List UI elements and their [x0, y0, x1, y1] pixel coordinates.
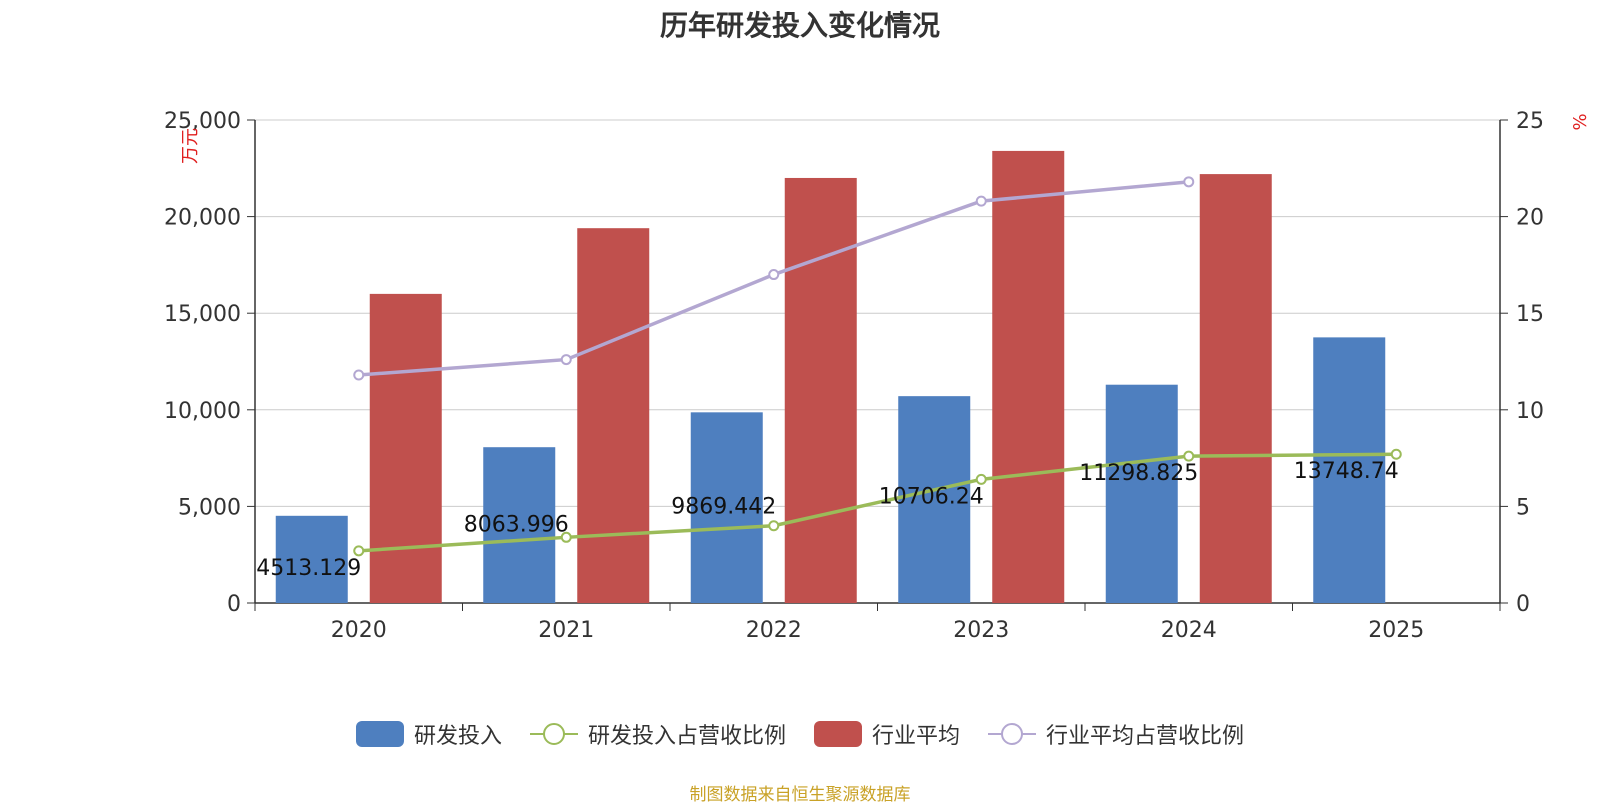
source-note: 制图数据来自恒生聚源数据库	[689, 785, 911, 805]
data-label-rd-investment: 9869.442	[671, 495, 776, 520]
point-rd-ratio	[1183, 450, 1195, 462]
point-industry-ratio	[1183, 176, 1195, 188]
x-tick-label: 2022	[746, 618, 802, 643]
legend-label-rd-ratio: 研发投入占营收比例	[587, 724, 786, 749]
y-left-tick-label: 10,000	[164, 399, 241, 424]
point-rd-ratio	[353, 545, 365, 557]
x-tick-label: 2021	[538, 618, 594, 643]
legend-item-industry-ratio[interactable]: 行业平均占营收比例	[988, 718, 1244, 750]
legend-item-rd-ratio[interactable]: 研发投入占营收比例	[529, 718, 786, 750]
y-right-tick-label: 25	[1516, 109, 1544, 134]
y-left-tick-label: 15,000	[164, 302, 241, 327]
point-rd-ratio	[1390, 448, 1402, 460]
y-right-tick-label: 15	[1516, 302, 1544, 327]
point-rd-ratio	[768, 520, 780, 532]
y-left-tick-label: 20,000	[164, 206, 241, 231]
legend: 研发投入 研发投入占营收比例 行业平均 行业平均占营收比例	[0, 718, 1600, 750]
data-label-rd-investment: 11298.825	[1079, 461, 1198, 486]
legend-label-rd-investment: 研发投入	[413, 724, 502, 749]
y-left-unit-label: 万元	[180, 128, 201, 164]
y-right-tick-label: 5	[1516, 495, 1530, 520]
legend-swatch-rd-investment	[355, 721, 404, 747]
x-tick-label: 2020	[331, 618, 387, 643]
x-tick-label: 2024	[1161, 618, 1217, 643]
bar-industry-average	[369, 293, 442, 603]
point-rd-ratio	[975, 473, 987, 485]
legend-swatch-rd-ratio	[529, 723, 578, 745]
bar-rd-investment	[690, 412, 763, 603]
line-rd-ratio	[358, 452, 1397, 553]
chart-title: 历年研发投入变化情况	[659, 9, 940, 42]
point-industry-ratio	[560, 354, 572, 366]
point-industry-ratio	[768, 269, 780, 281]
y-left-tick-label: 25,000	[164, 109, 241, 134]
y-right-tick-label: 10	[1516, 399, 1544, 424]
bar-industry-average	[1199, 174, 1272, 603]
bar-industry-average	[992, 150, 1065, 604]
legend-label-industry-ratio: 行业平均占营收比例	[1046, 724, 1245, 749]
data-label-rd-investment: 8063.996	[464, 512, 569, 537]
y-right-unit-label: %	[1570, 113, 1591, 130]
legend-item-industry-average[interactable]: 行业平均	[814, 718, 960, 750]
data-label-rd-investment: 10706.24	[879, 484, 984, 509]
bar-rd-investment	[1105, 384, 1178, 603]
point-industry-ratio	[353, 369, 365, 381]
x-tick-label: 2023	[953, 618, 1009, 643]
y-right-tick-label: 20	[1516, 206, 1544, 231]
bar-industry-average	[577, 228, 650, 603]
bar-rd-investment	[275, 515, 348, 603]
bar-rd-investment	[1313, 337, 1386, 603]
y-left-tick-label: 0	[227, 592, 241, 617]
data-label-rd-investment: 4513.129	[256, 556, 361, 581]
bar-industry-average	[784, 177, 857, 603]
bar-rd-investment	[483, 447, 556, 603]
point-rd-ratio	[560, 531, 572, 543]
y-right-tick-label: 0	[1516, 592, 1530, 617]
legend-swatch-industry-average	[814, 721, 862, 747]
x-tick-label: 2025	[1368, 618, 1424, 643]
legend-swatch-industry-ratio	[988, 723, 1037, 745]
y-left-tick-label: 5,000	[178, 495, 241, 520]
bar-rd-investment	[898, 396, 971, 603]
point-industry-ratio	[975, 195, 987, 207]
legend-item-rd-investment[interactable]: 研发投入	[355, 718, 502, 750]
data-label-rd-investment: 13748.74	[1294, 459, 1399, 484]
legend-label-industry-average: 行业平均	[872, 724, 961, 749]
